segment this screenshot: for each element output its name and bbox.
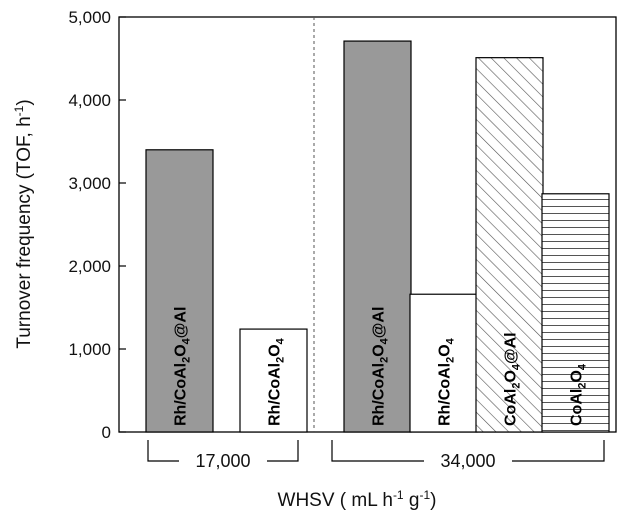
y-tick-label: 4,000 <box>68 91 111 110</box>
x-axis-title-pre: WHSV ( mL h <box>278 490 393 511</box>
bar-label-part: O <box>267 344 284 356</box>
x-axis-title-sup2: -1 <box>419 488 430 502</box>
bar-label-part: 2 <box>181 357 193 363</box>
bar-label-part: 2 <box>577 383 589 389</box>
bar-label: Rh/CoAl2O4 <box>267 337 287 426</box>
bar-label-part: Rh/CoAl <box>371 363 388 426</box>
bar-label-part: @Al <box>371 307 388 339</box>
bar-label: Rh/CoAl2O4 <box>437 337 457 426</box>
x-axis-title: WHSV ( mL h-1 g-1) <box>278 488 437 511</box>
bar-label-part: 4 <box>379 337 391 344</box>
bar-label: CoAl2O4@Al <box>503 332 523 426</box>
bar-label-part: 4 <box>577 363 589 370</box>
bar-label: Rh/CoAl2O4@Al <box>371 307 391 426</box>
y-tick-label: 5,000 <box>68 8 111 27</box>
bar-label-part: O <box>503 370 520 382</box>
bar-label-part: 2 <box>511 383 523 389</box>
group-bracket-right <box>267 440 299 462</box>
bar-labels: Rh/CoAl2O4@AlRh/CoAl2O4Rh/CoAl2O4@AlRh/C… <box>173 307 589 426</box>
bar-label-part: @Al <box>173 307 190 339</box>
bar-label-part: Rh/CoAl <box>267 363 284 426</box>
bar-label-part: Rh/CoAl <box>173 363 190 426</box>
group-bracket-left <box>147 440 179 462</box>
group-bracket-right <box>512 440 605 462</box>
bar-label-part: 4 <box>511 363 523 370</box>
y-axis-title-sup: -1 <box>12 105 26 116</box>
bar-label-part: 4 <box>445 337 457 344</box>
bar-rh-coal2o4-34000 <box>409 293 478 433</box>
bar-rh-coal2o4-al-34000 <box>343 40 412 433</box>
y-tick-label: 3,000 <box>68 174 111 193</box>
bar-label: CoAl2O4 <box>569 363 589 426</box>
bar-label-part: 2 <box>445 357 457 363</box>
bar-label-part: O <box>173 344 190 356</box>
x-axis-title-post: ) <box>430 490 436 511</box>
y-axis-title-main: Turnover frequency (TOF, h <box>14 116 35 348</box>
bar-label-part: CoAl <box>569 389 586 426</box>
bar-rh-coal2o4-17000 <box>239 328 308 433</box>
bar-coal2o4-al-34000 <box>475 57 544 433</box>
bar-label-part: O <box>437 344 454 356</box>
y-tick-label: 0 <box>102 423 111 442</box>
bar-label-part: 2 <box>379 357 391 363</box>
bar-label-part: O <box>569 370 586 382</box>
y-tick-label: 1,000 <box>68 340 111 359</box>
group-label: 17,000 <box>195 451 250 471</box>
x-axis-title-mid: g <box>404 490 420 511</box>
bar-label-part: O <box>371 344 388 356</box>
bar-label-part: 2 <box>275 357 287 363</box>
bar-label-part: 4 <box>181 337 193 344</box>
y-axis-title: Turnover frequency (TOF, h-1) <box>12 99 35 348</box>
group-label: 34,000 <box>440 451 495 471</box>
bar-rh-coal2o4-al-17000 <box>145 149 214 433</box>
group-bracket-left <box>331 440 424 462</box>
x-axis-title-sup1: -1 <box>393 488 404 502</box>
bar-label-part: @Al <box>503 332 520 364</box>
y-tick-label: 2,000 <box>68 257 111 276</box>
bar-label-part: 4 <box>275 337 287 344</box>
bar-label: Rh/CoAl2O4@Al <box>173 307 193 426</box>
x-axis-groups: 17,000 34,000 <box>147 440 605 471</box>
y-axis-title-end: ) <box>14 99 35 105</box>
bar-series <box>145 40 610 433</box>
bar-label-part: CoAl <box>503 389 520 426</box>
y-axis: 0 1,000 2,000 3,000 4,000 5,000 <box>68 8 126 442</box>
bar-coal2o4-34000 <box>541 193 610 433</box>
bar-label-part: Rh/CoAl <box>437 363 454 426</box>
